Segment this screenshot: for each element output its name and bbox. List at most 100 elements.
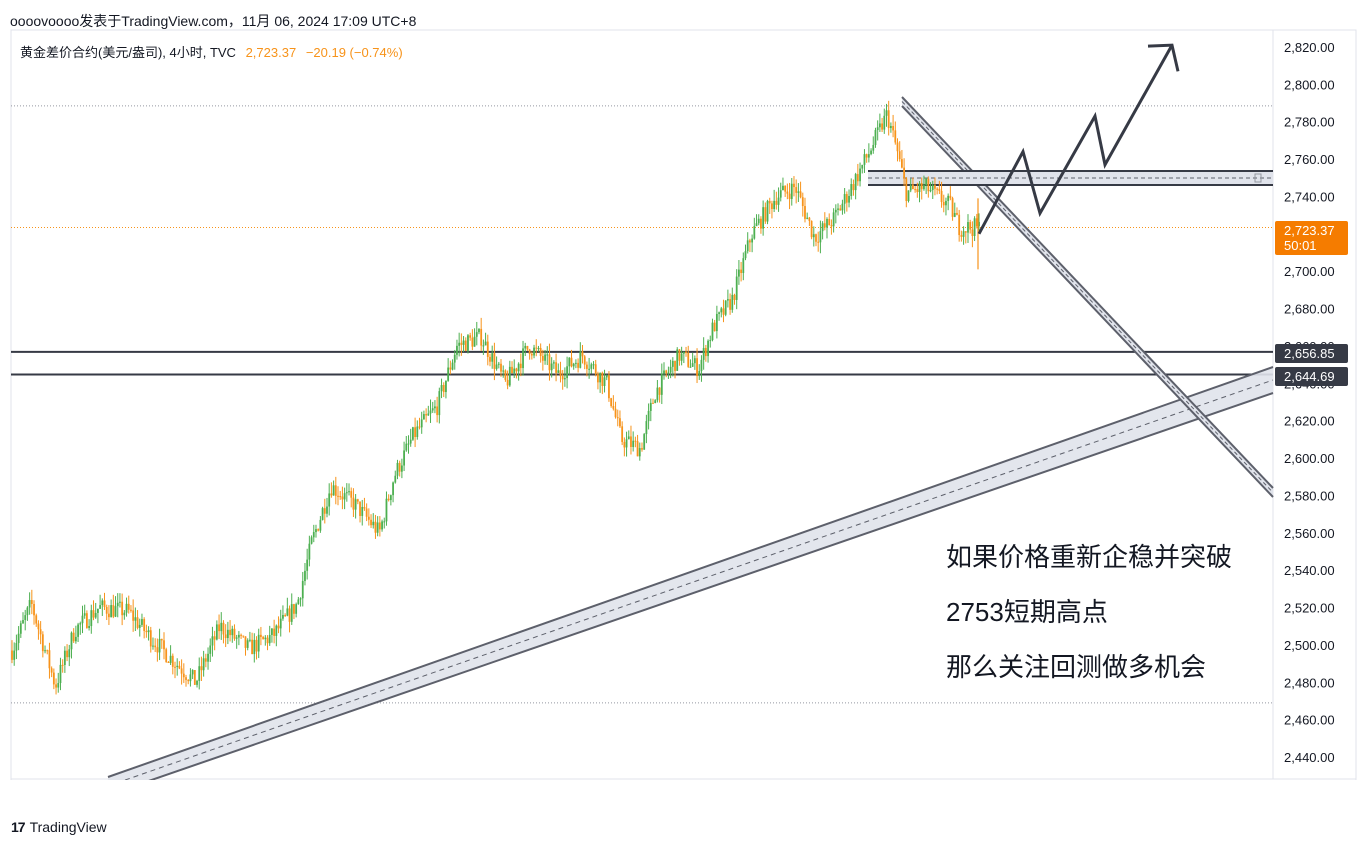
candle-body xyxy=(271,628,273,635)
candle-body xyxy=(149,630,152,647)
candle-body xyxy=(856,174,859,182)
candle-body xyxy=(579,351,582,368)
candle-body xyxy=(859,168,861,182)
candle-body xyxy=(196,680,198,685)
candle-body xyxy=(50,668,53,673)
candle-body xyxy=(130,609,132,611)
candle-body xyxy=(768,200,771,204)
candle-body xyxy=(801,197,804,207)
candle-body xyxy=(674,360,676,371)
candle-body xyxy=(676,349,679,371)
candle-body xyxy=(636,441,639,457)
candle-body xyxy=(308,543,311,560)
candle-body xyxy=(594,364,597,375)
candle-body xyxy=(39,629,42,635)
candle-body xyxy=(570,357,573,367)
time-axis-bg xyxy=(0,780,1366,849)
candle-body xyxy=(451,362,454,370)
candle-body xyxy=(218,624,220,632)
candle-body xyxy=(867,154,870,158)
candle-body xyxy=(788,193,791,199)
candle-body xyxy=(163,640,165,650)
candle-body xyxy=(260,634,262,637)
y-tick-label: 2,740.00 xyxy=(1284,189,1335,204)
candle-body xyxy=(766,200,769,222)
candle-body xyxy=(370,519,372,526)
candle-body xyxy=(28,600,31,608)
y-tick-label: 2,620.00 xyxy=(1284,414,1335,429)
candle-body xyxy=(947,195,950,201)
candle-body xyxy=(105,607,108,614)
candle-body xyxy=(495,364,498,369)
candle-body xyxy=(427,413,430,416)
candle-body xyxy=(94,612,97,618)
candle-body xyxy=(37,623,40,630)
candle-body xyxy=(63,650,66,665)
candle-body xyxy=(26,607,29,616)
candle-body xyxy=(608,375,610,399)
candle-body xyxy=(74,636,77,642)
candle-body xyxy=(729,299,731,310)
candle-body xyxy=(125,603,128,613)
candle-body xyxy=(753,226,756,239)
candle-body xyxy=(812,234,815,238)
candle-body xyxy=(511,366,513,374)
candle-body xyxy=(746,240,749,252)
candle-body xyxy=(889,126,892,129)
candle-body xyxy=(552,362,555,364)
candle-body xyxy=(365,508,368,517)
candle-body xyxy=(572,363,575,367)
candle-body xyxy=(517,363,520,372)
symbol-name[interactable]: 黄金差价合约(美元/盎司), 4小时, TVC xyxy=(20,45,236,60)
candle-body xyxy=(878,123,881,128)
candle-body xyxy=(638,448,641,457)
candle-body xyxy=(447,367,450,381)
candle-body xyxy=(773,200,776,210)
candle-body xyxy=(264,637,267,640)
symbol-legend: 黄金差价合约(美元/盎司), 4小时, TVC 2,723.37 −20.19 … xyxy=(20,42,403,61)
candle-body xyxy=(127,603,130,610)
last-price-value: 2,723.37 xyxy=(1284,223,1335,238)
candle-body xyxy=(726,299,729,301)
candle-body xyxy=(429,410,432,414)
candle-body xyxy=(286,608,289,616)
candle-body xyxy=(301,581,304,599)
tradingview-footer[interactable]: 17 TradingView xyxy=(11,819,107,835)
candle-body xyxy=(169,655,172,663)
candle-body xyxy=(299,598,302,600)
candle-body xyxy=(253,639,256,655)
level-tag-upper: 2,656.85 xyxy=(1275,344,1348,363)
candle-body xyxy=(480,328,483,346)
candle-body xyxy=(793,183,795,188)
y-tick-label: 2,500.00 xyxy=(1284,638,1335,653)
candle-body xyxy=(647,410,650,422)
candle-body xyxy=(557,370,560,373)
candle-body xyxy=(539,347,542,357)
candle-body xyxy=(649,402,652,411)
candle-body xyxy=(577,362,580,368)
candle-body xyxy=(667,372,670,374)
candle-body xyxy=(88,626,90,628)
candle-body xyxy=(845,194,848,203)
candle-body xyxy=(156,647,159,653)
candle-body xyxy=(209,645,212,654)
candle-body xyxy=(652,402,654,404)
candle-body xyxy=(400,465,403,472)
candle-body xyxy=(420,419,423,428)
candle-body xyxy=(599,372,602,383)
candle-body xyxy=(226,629,229,639)
candle-body xyxy=(22,620,24,624)
candle-body xyxy=(352,497,355,510)
candle-body xyxy=(220,622,223,632)
candle-body xyxy=(874,130,877,145)
candle-body xyxy=(832,212,835,227)
candle-body xyxy=(383,521,386,523)
candle-body xyxy=(603,377,606,386)
candle-body xyxy=(839,208,842,211)
candle-body xyxy=(583,356,586,365)
candle-body xyxy=(416,426,419,438)
candle-body xyxy=(467,335,469,351)
candle-body xyxy=(431,408,434,411)
candle-body xyxy=(555,362,557,373)
